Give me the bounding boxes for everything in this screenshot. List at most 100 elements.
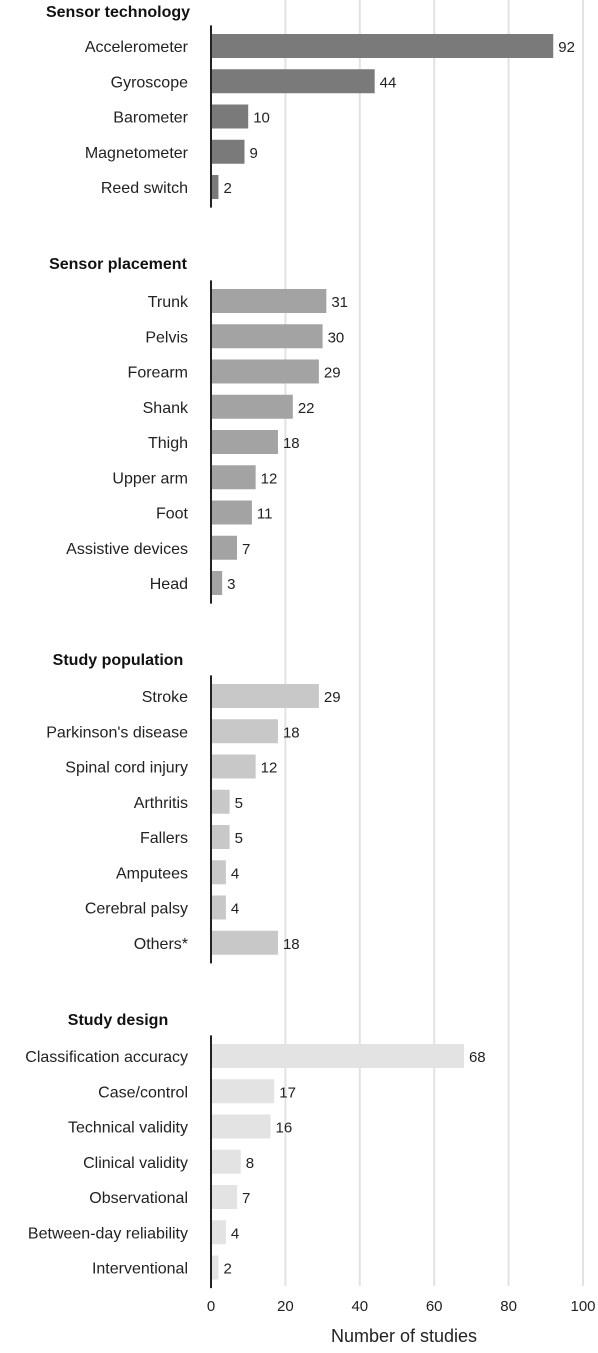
bar [211, 571, 223, 595]
bar [211, 289, 327, 313]
category-label: Amputees [116, 865, 188, 882]
panel: Study design Classification accuracy 68 Cas… [25, 1012, 486, 1289]
data-label: 44 [380, 74, 397, 91]
category-label: Classification accuracy [25, 1049, 188, 1066]
data-label: 12 [261, 760, 278, 777]
data-label: 29 [324, 365, 341, 382]
x-tick-label: 40 [351, 1298, 368, 1315]
x-tick-label: 0 [207, 1298, 215, 1315]
category-label: Cerebral palsy [85, 901, 188, 918]
data-label: 22 [298, 400, 315, 417]
data-label: 29 [324, 689, 341, 706]
x-axis: Number of studies 0 20 40 60 80 100 [207, 1298, 596, 1346]
bar [211, 34, 554, 58]
data-label: 4 [231, 901, 239, 918]
bar [211, 1149, 241, 1174]
bar [211, 1220, 226, 1245]
data-label: 68 [469, 1049, 486, 1066]
panel-title: Study population [53, 652, 184, 669]
bar [211, 895, 226, 920]
category-label: Parkinson's disease [46, 724, 188, 741]
bar [211, 1185, 238, 1209]
bar [211, 175, 219, 199]
data-label: 31 [331, 294, 348, 311]
bar [211, 825, 230, 849]
bar [211, 684, 319, 708]
panel: Sensor placement Trunk 31 Pelvis 30 Forearm 29… [49, 256, 348, 604]
category-label: Technical validity [68, 1120, 188, 1137]
data-label: 2 [223, 1261, 231, 1278]
x-tick-label: 20 [277, 1298, 294, 1315]
data-label: 5 [235, 830, 243, 847]
category-label: Upper arm [112, 470, 188, 487]
category-label: Head [150, 576, 188, 593]
category-label: Interventional [92, 1261, 188, 1278]
category-label: Shank [143, 400, 189, 417]
category-label: Accelerometer [85, 39, 189, 56]
data-label: 18 [283, 936, 300, 953]
data-label: 10 [253, 110, 270, 127]
x-tick-label: 60 [426, 1298, 443, 1315]
data-label: 17 [279, 1084, 296, 1101]
category-label: Fallers [140, 830, 188, 847]
data-label: 92 [558, 39, 575, 56]
category-label: Clinical validity [83, 1155, 188, 1172]
category-label: Others* [134, 936, 188, 953]
bar [211, 789, 230, 814]
x-tick-label: 80 [500, 1298, 517, 1315]
data-label: 9 [249, 145, 257, 162]
category-label: Thigh [148, 435, 188, 452]
data-label: 7 [242, 541, 250, 558]
data-label: 4 [231, 1225, 239, 1242]
bar [211, 104, 249, 129]
bar [211, 1044, 464, 1068]
data-label: 18 [283, 435, 300, 452]
bar [211, 930, 278, 955]
data-label: 7 [242, 1190, 250, 1207]
category-label: Pelvis [145, 329, 188, 346]
category-label: Gyroscope [111, 74, 188, 91]
bar [211, 500, 252, 525]
bar [211, 139, 245, 164]
gridlines [284, 0, 584, 1286]
category-label: Arthritis [134, 795, 188, 812]
bar [211, 1114, 271, 1139]
bar [211, 719, 278, 744]
data-label: 5 [235, 795, 243, 812]
x-axis-title: Number of studies [331, 1326, 477, 1346]
bar [211, 860, 226, 885]
bar [211, 465, 256, 490]
category-label: Case/control [98, 1084, 188, 1101]
category-label: Forearm [128, 365, 188, 382]
category-label: Barometer [113, 110, 188, 127]
data-label: 3 [227, 576, 235, 593]
bar [211, 1079, 275, 1104]
bar [211, 754, 256, 779]
category-label: Spinal cord injury [65, 760, 188, 777]
bar [211, 324, 323, 349]
data-label: 4 [231, 865, 239, 882]
category-label: Reed switch [101, 180, 188, 197]
category-label: Magnetometer [85, 145, 189, 162]
category-label: Observational [89, 1190, 188, 1207]
bar [211, 535, 238, 560]
bar [211, 359, 319, 384]
category-label: Between-day reliability [28, 1225, 188, 1242]
data-label: 30 [328, 329, 345, 346]
category-label: Foot [156, 506, 189, 523]
data-label: 8 [246, 1155, 254, 1172]
data-label: 18 [283, 724, 300, 741]
data-label: 16 [276, 1120, 293, 1137]
category-label: Trunk [148, 294, 189, 311]
panel: Study population Stroke 29 Parkinson's dise… [46, 652, 341, 964]
x-tick-label: 100 [570, 1298, 595, 1315]
bar [211, 1255, 219, 1280]
panel-title: Sensor technology [46, 4, 190, 21]
panel-title: Sensor placement [49, 256, 188, 273]
data-label: 12 [261, 470, 278, 487]
panel: Sensor technology Accelerometer 92 Gyroscop… [46, 4, 575, 208]
bar [211, 430, 278, 454]
